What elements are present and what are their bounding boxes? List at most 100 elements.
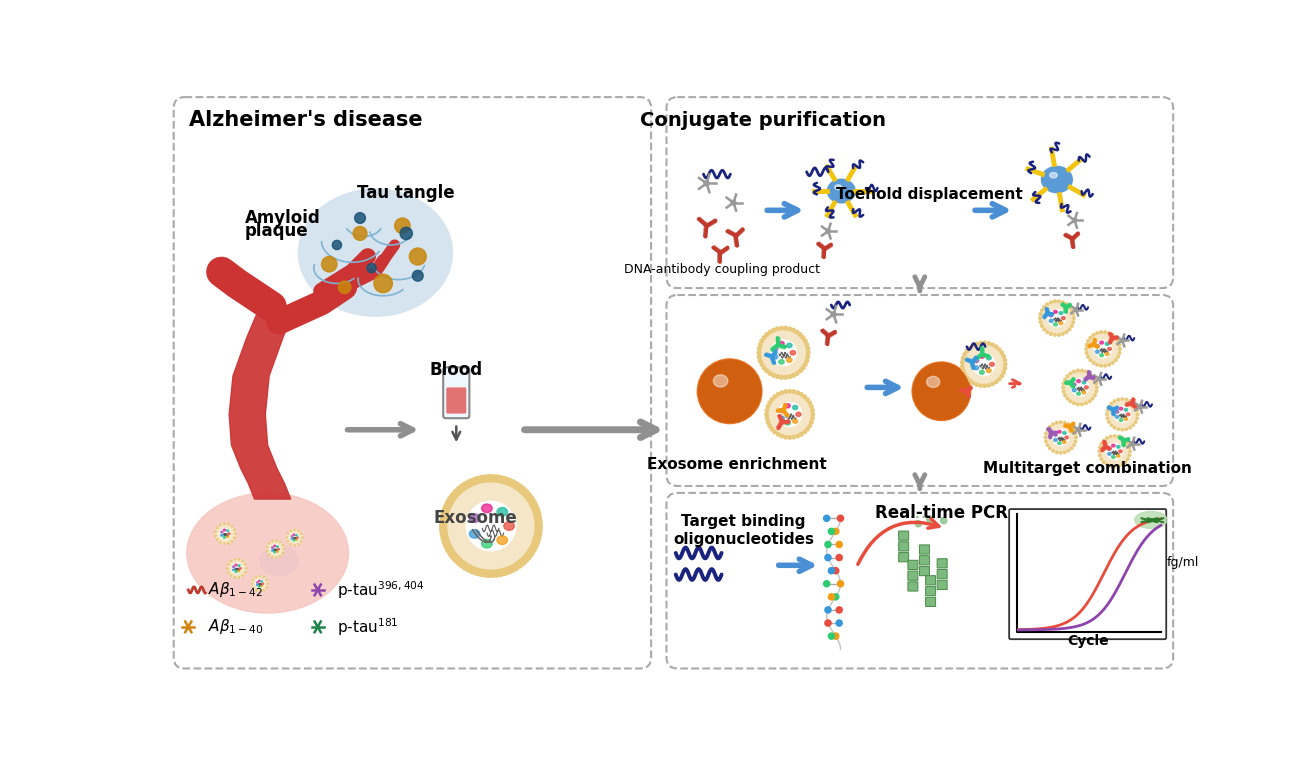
Circle shape	[759, 339, 763, 343]
Ellipse shape	[1054, 310, 1058, 313]
Circle shape	[1088, 372, 1091, 374]
Circle shape	[983, 341, 987, 344]
Circle shape	[505, 478, 512, 485]
Circle shape	[1080, 403, 1083, 406]
Circle shape	[805, 428, 809, 431]
Ellipse shape	[1058, 442, 1062, 444]
Circle shape	[1071, 324, 1074, 327]
Circle shape	[1076, 403, 1079, 406]
Circle shape	[765, 412, 769, 416]
Ellipse shape	[226, 530, 229, 531]
Circle shape	[997, 377, 1001, 381]
Ellipse shape	[913, 362, 970, 420]
Text: plaque: plaque	[244, 222, 309, 240]
Ellipse shape	[1108, 453, 1112, 456]
Ellipse shape	[292, 536, 293, 537]
Ellipse shape	[796, 412, 802, 416]
Circle shape	[966, 349, 968, 352]
Circle shape	[1003, 371, 1005, 374]
Circle shape	[469, 567, 477, 574]
Circle shape	[809, 421, 813, 424]
Ellipse shape	[296, 539, 297, 540]
Circle shape	[1075, 432, 1076, 434]
Circle shape	[374, 274, 393, 293]
Circle shape	[519, 487, 526, 493]
Ellipse shape	[482, 540, 493, 548]
Circle shape	[765, 417, 769, 420]
Circle shape	[1125, 428, 1127, 431]
Circle shape	[968, 346, 971, 349]
Circle shape	[463, 563, 469, 570]
Text: Conjugate purification: Conjugate purification	[640, 111, 886, 130]
Circle shape	[805, 343, 808, 346]
Circle shape	[1093, 394, 1096, 396]
Ellipse shape	[699, 360, 761, 422]
Circle shape	[1046, 428, 1049, 431]
Circle shape	[230, 560, 231, 562]
Circle shape	[1043, 328, 1046, 330]
Circle shape	[448, 549, 455, 556]
Ellipse shape	[226, 536, 229, 537]
Circle shape	[535, 531, 541, 537]
Circle shape	[1137, 413, 1139, 415]
Ellipse shape	[296, 534, 297, 536]
Circle shape	[1070, 372, 1072, 374]
Circle shape	[1038, 317, 1041, 319]
Circle shape	[796, 434, 799, 438]
Circle shape	[825, 541, 830, 547]
Circle shape	[1071, 425, 1072, 428]
Circle shape	[223, 543, 225, 544]
Circle shape	[440, 518, 447, 525]
Circle shape	[1121, 398, 1123, 400]
Circle shape	[833, 568, 838, 574]
Circle shape	[515, 484, 523, 491]
Circle shape	[792, 390, 795, 393]
Ellipse shape	[1063, 440, 1066, 443]
Circle shape	[533, 534, 541, 542]
Circle shape	[762, 366, 766, 370]
Ellipse shape	[1108, 347, 1112, 350]
Circle shape	[531, 542, 537, 550]
Circle shape	[1109, 465, 1112, 468]
Circle shape	[1004, 367, 1007, 370]
Circle shape	[825, 620, 830, 626]
Ellipse shape	[1105, 343, 1109, 346]
FancyBboxPatch shape	[666, 295, 1173, 486]
FancyBboxPatch shape	[925, 597, 936, 606]
Circle shape	[808, 401, 812, 405]
Circle shape	[410, 248, 426, 265]
Circle shape	[1138, 405, 1142, 409]
Circle shape	[1104, 365, 1106, 367]
Circle shape	[1130, 442, 1134, 446]
Circle shape	[1088, 400, 1091, 402]
Circle shape	[781, 434, 783, 438]
FancyBboxPatch shape	[666, 493, 1173, 669]
Circle shape	[1075, 437, 1077, 439]
Ellipse shape	[469, 530, 480, 538]
Circle shape	[234, 537, 235, 538]
Circle shape	[1067, 449, 1070, 452]
Circle shape	[777, 393, 781, 396]
Circle shape	[522, 556, 530, 562]
Circle shape	[1118, 343, 1121, 346]
Ellipse shape	[497, 536, 507, 544]
Circle shape	[505, 567, 512, 574]
Ellipse shape	[773, 355, 778, 359]
Circle shape	[765, 369, 769, 373]
Circle shape	[1045, 432, 1047, 434]
Circle shape	[1106, 413, 1108, 415]
Circle shape	[1095, 382, 1097, 384]
Circle shape	[836, 555, 842, 561]
Circle shape	[522, 490, 530, 496]
Ellipse shape	[292, 538, 293, 540]
Circle shape	[1121, 428, 1123, 431]
Circle shape	[1102, 461, 1105, 463]
Circle shape	[1087, 332, 1120, 366]
Circle shape	[219, 542, 221, 543]
Circle shape	[1108, 364, 1110, 366]
Text: Tau tangle: Tau tangle	[357, 184, 455, 202]
Circle shape	[530, 500, 536, 506]
Circle shape	[824, 581, 829, 587]
Circle shape	[759, 328, 808, 377]
Circle shape	[811, 409, 815, 412]
